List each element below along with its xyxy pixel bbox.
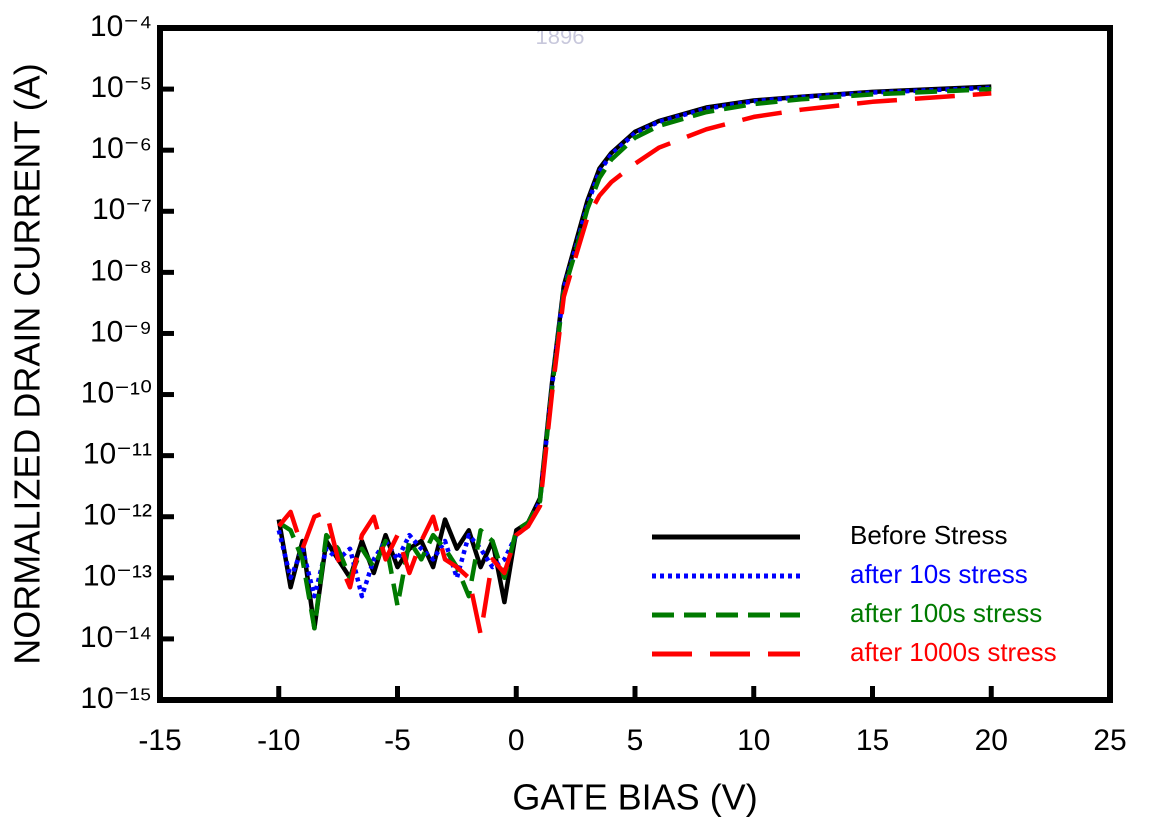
y-tick-label: 10⁻⁶ [90, 132, 152, 165]
legend-label: after 1000s stress [850, 637, 1057, 667]
legend-label: after 100s stress [850, 598, 1042, 628]
y-tick-label: 10⁻⁹ [90, 315, 152, 348]
y-tick-label: 10⁻¹⁴ [80, 621, 152, 654]
legend-label: Before Stress [850, 520, 1008, 550]
y-tick-label: 10⁻¹² [83, 499, 152, 532]
x-tick-label: 20 [975, 724, 1008, 757]
y-tick-label: 10⁻⁵ [90, 71, 152, 104]
y-tick-label: 10⁻¹³ [83, 560, 152, 593]
legend-label: after 10s stress [850, 559, 1028, 589]
x-tick-label: 0 [508, 724, 525, 757]
x-tick-label: -5 [384, 724, 411, 757]
y-tick-label: 10⁻⁴ [90, 10, 152, 43]
x-tick-label: 5 [627, 724, 644, 757]
x-tick-label: -10 [257, 724, 300, 757]
data-line [276, 85, 992, 599]
x-tick-label: 10 [737, 724, 770, 757]
y-tick-label: 10⁻¹¹ [83, 438, 152, 471]
y-tick-label: 10⁻⁷ [92, 193, 152, 226]
y-tick-label: 10⁻⁸ [90, 254, 152, 287]
data-line [277, 91, 992, 637]
x-tick-label: -15 [138, 724, 181, 757]
y-tick-label: 10⁻¹⁰ [81, 376, 152, 409]
y-tick-label: 10⁻¹⁵ [80, 682, 152, 715]
data-line [277, 86, 992, 631]
plot-frame [157, 25, 1113, 703]
x-axis-label: GATE BIAS (V) [512, 777, 757, 818]
y-axis-label: NORMALIZED DRAIN CURRENT (A) [7, 63, 48, 664]
x-tick-label: 25 [1093, 724, 1126, 757]
x-tick-label: 15 [856, 724, 889, 757]
